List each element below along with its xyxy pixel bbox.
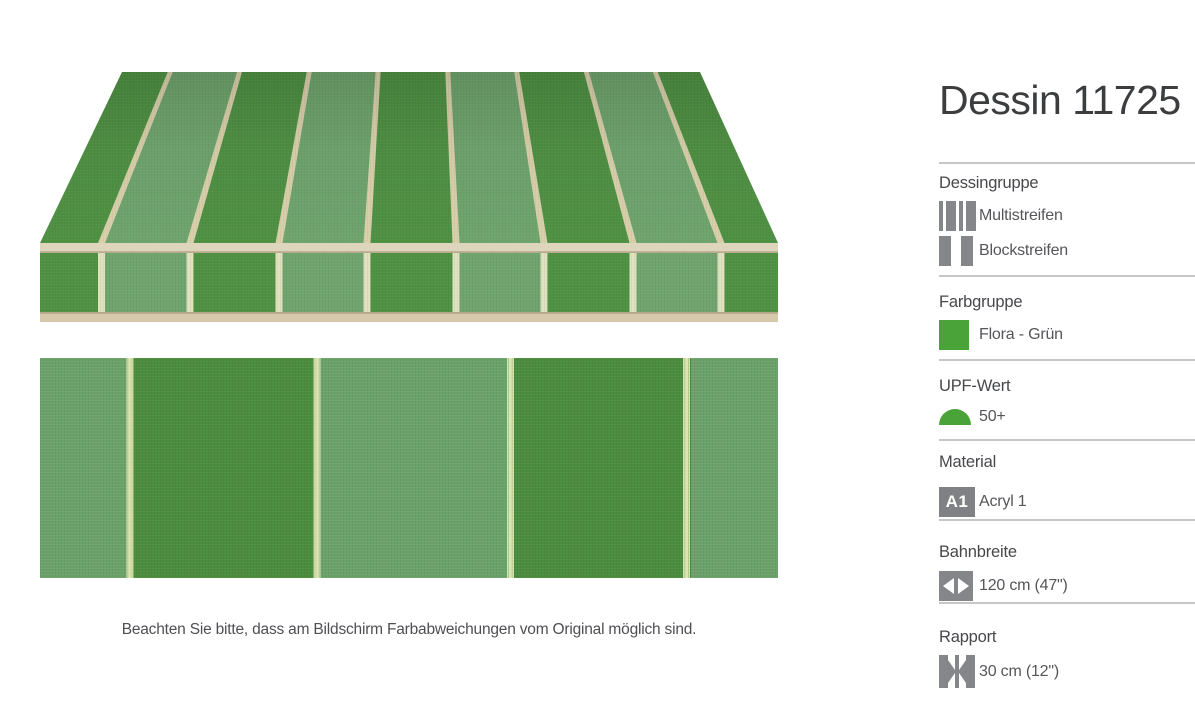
multistripe-icon: [939, 201, 979, 231]
spec-section-material: Material A1 Acryl 1: [939, 439, 1195, 517]
spec-item-multistreifen: Multistreifen: [939, 201, 1195, 231]
spec-value: Flora - Grün: [979, 326, 1063, 343]
spec-section-farbgruppe: Farbgruppe Flora - Grün: [939, 275, 1195, 350]
section-label: UPF-Wert: [939, 377, 1011, 395]
spec-value: 30 cm (12"): [979, 662, 1059, 680]
spec-value: Multistreifen: [979, 207, 1063, 224]
product-spec-sidebar: Dessin 11725 Dessingruppe Multistreifen: [939, 0, 1195, 707]
blockstripe-icon: [939, 236, 979, 266]
section-label: Farbgruppe: [939, 293, 1023, 311]
spec-item-upf: 50+: [939, 408, 1195, 426]
spec-value: 120 cm (47"): [979, 577, 1068, 594]
spec-item-farbgruppe: Flora - Grün: [939, 320, 1195, 350]
material-badge-text: A1: [939, 487, 975, 517]
awning-3d-preview-image[interactable]: [40, 68, 778, 322]
spec-item-blockstreifen: Blockstreifen: [939, 236, 1195, 266]
spec-value: Acryl 1: [979, 493, 1027, 510]
spec-section-bahnbreite: Bahnbreite 120 cm (47"): [939, 519, 1195, 601]
section-label: Dessingruppe: [939, 174, 1039, 192]
spec-section-dessingruppe: Dessingruppe Multistreifen: [939, 162, 1195, 266]
spec-value: Blockstreifen: [979, 242, 1068, 259]
page-title: Dessin 11725: [939, 77, 1181, 123]
upf-semicircle-icon: [939, 409, 979, 425]
material-badge: A1: [939, 487, 979, 517]
color-disclaimer-text: Beachten Sie bitte, dass am Bildschirm F…: [121, 621, 697, 638]
section-label: Rapport: [939, 628, 997, 646]
spec-value: 50+: [979, 408, 1006, 425]
pattern-repeat-icon: [939, 655, 979, 688]
color-swatch: [939, 320, 979, 350]
spec-item-material: A1 Acryl 1: [939, 487, 1195, 517]
spec-section-upf: UPF-Wert 50+: [939, 359, 1195, 426]
spec-item-rapport: 30 cm (12"): [939, 655, 1195, 688]
spec-item-bahnbreite: 120 cm (47"): [939, 571, 1195, 601]
spec-section-rapport: Rapport 30 cm (12"): [939, 602, 1195, 688]
section-label: Bahnbreite: [939, 543, 1017, 561]
fabric-swatch-image[interactable]: [40, 358, 778, 578]
fabric-width-arrows-icon: [939, 571, 979, 601]
section-label: Material: [939, 453, 997, 471]
